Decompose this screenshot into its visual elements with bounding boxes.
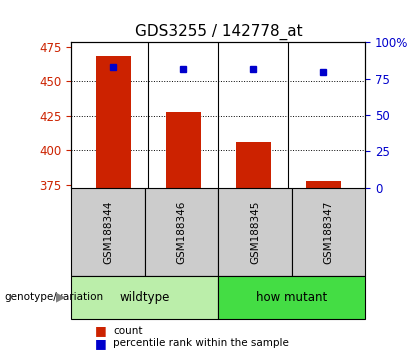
Text: wildtype: wildtype: [120, 291, 170, 304]
Bar: [96, 56, 131, 188]
Text: count: count: [113, 326, 143, 336]
Text: ■: ■: [95, 325, 107, 337]
Bar: [166, 112, 201, 188]
Text: how mutant: how mutant: [256, 291, 328, 304]
Text: GSM188345: GSM188345: [250, 200, 260, 264]
Title: GDS3255 / 142778_at: GDS3255 / 142778_at: [134, 23, 302, 40]
Text: GSM188344: GSM188344: [103, 200, 113, 264]
Bar: [306, 181, 341, 188]
Bar: [236, 142, 271, 188]
Text: ▶: ▶: [56, 291, 66, 304]
Text: ■: ■: [95, 337, 107, 350]
Text: GSM188347: GSM188347: [324, 200, 333, 264]
Text: percentile rank within the sample: percentile rank within the sample: [113, 338, 289, 348]
Text: GSM188346: GSM188346: [177, 200, 186, 264]
Text: genotype/variation: genotype/variation: [4, 292, 103, 302]
